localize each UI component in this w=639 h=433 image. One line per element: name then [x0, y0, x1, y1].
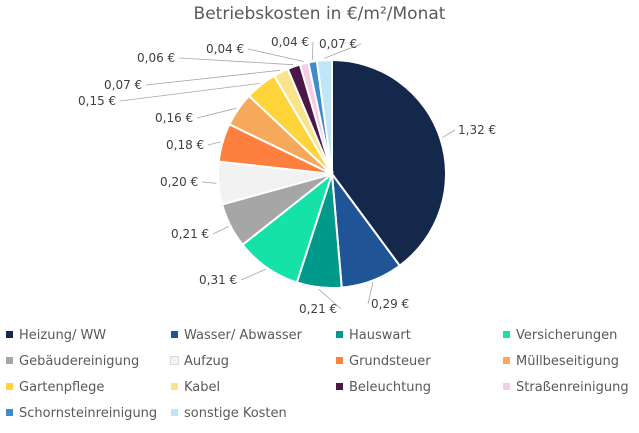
legend-label: Grundsteuer	[349, 354, 431, 369]
legend-swatch	[336, 357, 343, 364]
chart-title: Betriebskosten in €/m²/Monat	[193, 4, 446, 24]
legend-item-aufzug: Aufzug	[170, 354, 230, 369]
data-label-sonstige-kosten: 0,07 €	[319, 37, 357, 51]
legend-swatch	[6, 409, 13, 416]
legend-item-gartenpflege: Gartenpflege	[6, 380, 104, 395]
legend-swatch	[503, 383, 510, 390]
data-label-beleuchtung: 0,06 €	[137, 51, 175, 65]
leader-line-sonstige-kosten	[324, 43, 362, 59]
leader-line-schornsteinreinigung	[311, 41, 314, 60]
legend-item-beleuchtung: Beleuchtung	[336, 380, 431, 395]
legend-swatch	[503, 331, 510, 338]
legend-label: Kabel	[184, 380, 221, 395]
leader-line-gebäudereinigung	[212, 226, 229, 235]
legend-label: Beleuchtung	[349, 380, 431, 395]
legend-label: Gartenpflege	[19, 380, 105, 395]
legend-label: Müllbeseitigung	[516, 354, 620, 369]
leader-line-hauswart	[318, 288, 342, 310]
data-label-straßenreinigung: 0,04 €	[206, 42, 244, 56]
data-label-gebäudereinigung: 0,21 €	[171, 227, 209, 241]
legend-swatch	[171, 331, 178, 338]
legend-label: Versicherungen	[516, 328, 618, 343]
legend-swatch	[171, 409, 178, 416]
leader-line-heizung-ww	[441, 129, 456, 139]
legend-swatch	[336, 331, 343, 338]
legend-swatch	[336, 383, 343, 390]
legend-label: Aufzug	[184, 354, 230, 369]
data-label-hauswart: 0,21 €	[299, 302, 337, 316]
data-label-grundsteuer: 0,18 €	[166, 138, 204, 152]
data-label-müllbeseitigung: 0,16 €	[155, 111, 193, 125]
legend-label: Heizung/ WW	[19, 328, 107, 343]
legend-item-wasser-abwasser: Wasser/ Abwasser	[171, 328, 302, 343]
legend-item-gebäudereinigung: Gebäudereinigung	[6, 354, 139, 369]
data-label-kabel: 0,07 €	[104, 78, 142, 92]
legend-item-sonstige-kosten: sonstige Kosten	[171, 406, 287, 421]
legend-label: Gebäudereinigung	[19, 354, 140, 369]
legend-item-versicherungen: Versicherungen	[503, 328, 617, 343]
legend-swatch	[170, 356, 179, 365]
pie-slice-sonstige-kosten	[315, 58, 333, 175]
data-label-aufzug: 0,20 €	[160, 175, 198, 189]
leader-line-straßenreinigung	[247, 48, 304, 62]
legend-item-grundsteuer: Grundsteuer	[336, 354, 431, 369]
legend-label: Schornsteinreinigung	[19, 406, 158, 421]
data-label-versicherungen: 0,31 €	[199, 273, 237, 287]
data-label-heizung-ww: 1,32 €	[458, 123, 496, 137]
data-label-wasser-abwasser: 0,29 €	[371, 297, 409, 311]
leader-line-wasser-abwasser	[367, 282, 374, 305]
leader-line-aufzug	[201, 181, 217, 184]
legend-item-schornsteinreinigung: Schornsteinreinigung	[6, 406, 157, 421]
data-label-gartenpflege: 0,15 €	[78, 94, 116, 108]
legend-item-müllbeseitigung: Müllbeseitigung	[503, 354, 619, 369]
leader-line-beleuchtung	[178, 57, 294, 66]
pie-slice-heizung-ww	[331, 58, 447, 268]
legend-label: Straßenreinigung	[516, 380, 629, 395]
legend-swatch	[6, 383, 13, 390]
legend-item-hauswart: Hauswart	[336, 328, 411, 343]
leader-line-kabel	[145, 69, 281, 86]
legend-label: Hauswart	[349, 328, 411, 343]
legend-item-heizung-ww: Heizung/ WW	[6, 328, 106, 343]
leader-line-müllbeseitigung	[196, 107, 237, 119]
legend-label: sonstige Kosten	[184, 406, 287, 421]
legend-label: Wasser/ Abwasser	[184, 328, 303, 343]
legend-swatch	[503, 357, 510, 364]
pie-chart: 1,32 € 0,29 € 0,21 € 0,31 € 0,21 € 0,20 € 0,18…	[78, 35, 496, 316]
data-label-schornsteinreinigung: 0,04 €	[271, 35, 309, 49]
legend-swatch	[171, 383, 178, 390]
legend-swatch	[6, 357, 13, 364]
legend-item-kabel: Kabel	[171, 380, 220, 395]
legend-item-straßenreinigung: Straßenreinigung	[503, 380, 629, 395]
leader-line-gartenpflege	[119, 83, 260, 102]
leader-line-grundsteuer	[207, 141, 221, 146]
leader-line-versicherungen	[240, 268, 266, 281]
legend-swatch	[6, 331, 13, 338]
